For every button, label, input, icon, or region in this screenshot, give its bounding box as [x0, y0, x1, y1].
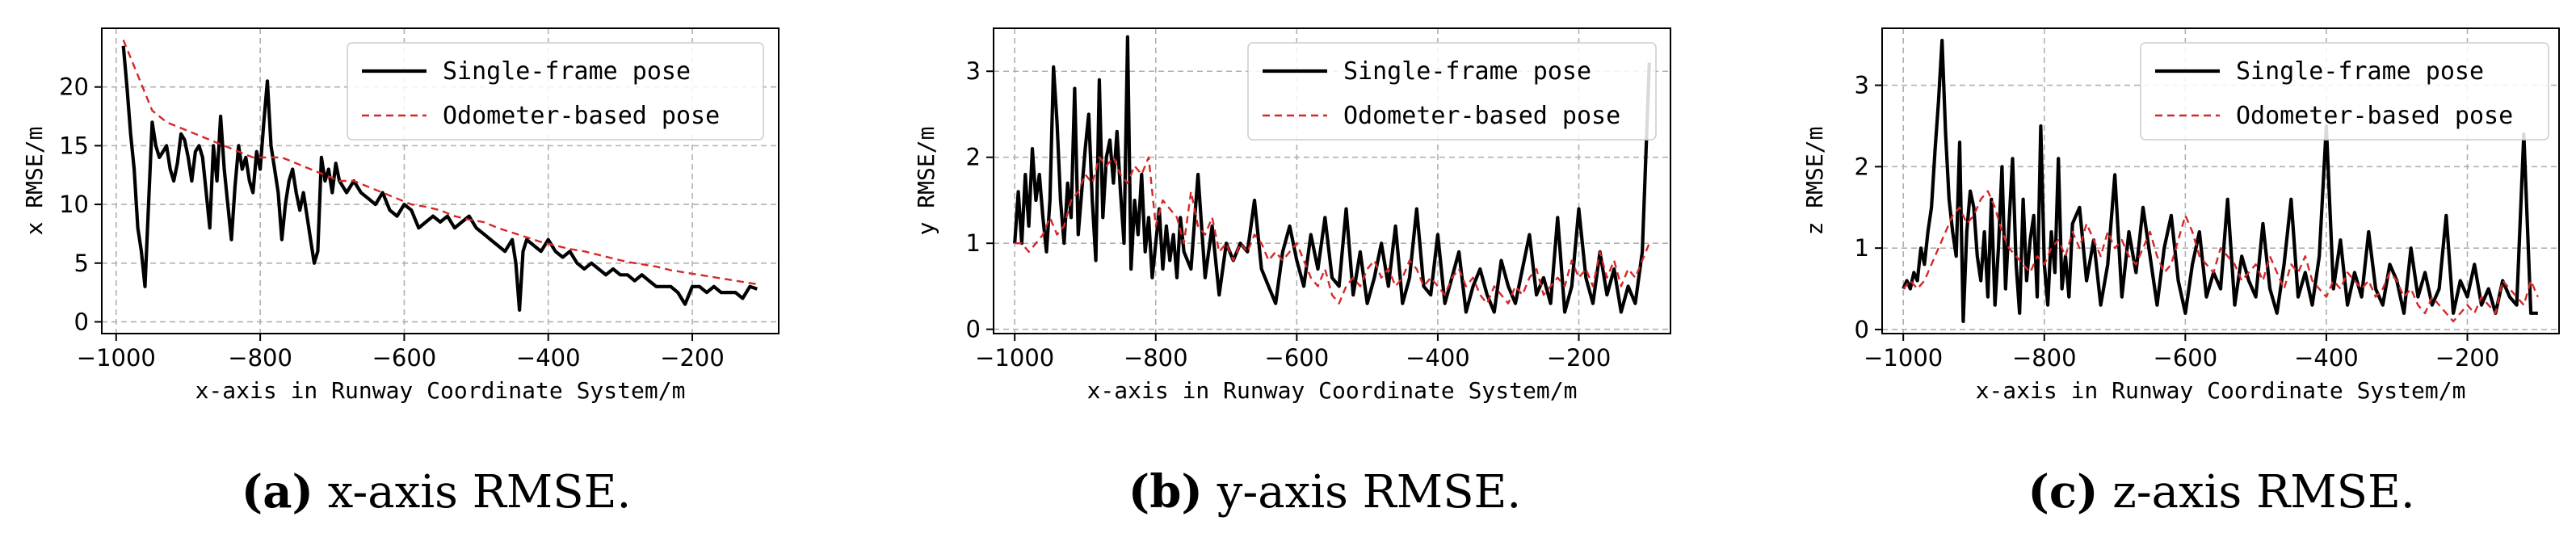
x-tick-label: −400: [1406, 344, 1470, 372]
y-tick-label: 2: [1855, 153, 1869, 180]
series-line-single-frame: [1013, 35, 1651, 314]
x-tick-label: −600: [372, 344, 437, 372]
y-tick-label: 15: [59, 132, 89, 159]
legend-box: [347, 42, 764, 141]
y-tick-label: 1: [1855, 234, 1869, 262]
caption-label: (b): [1128, 465, 1203, 519]
series-line-odometer: [1902, 190, 2539, 323]
legend-box: [2140, 42, 2549, 141]
legend-label: Single-frame pose: [2236, 57, 2484, 86]
y-tick-label: 0: [74, 308, 89, 335]
y-tick-label: 10: [59, 191, 89, 218]
x-tick-label: −800: [2012, 344, 2077, 372]
plot-frame: [1881, 27, 2560, 334]
y-axis-label: y RMSE/m: [913, 127, 939, 236]
caption-label: (c): [2028, 465, 2098, 519]
x-tick-label: −800: [228, 344, 292, 372]
chart-panel-2: −1000 −800 −600 −400 −200 0 1 2 3 x-axis in Runwa…: [913, 27, 1671, 519]
panel-caption: (a) x-axis RMSE.: [242, 465, 632, 519]
y-tick-label: 0: [966, 316, 981, 343]
caption-text: z-axis RMSE.: [2098, 466, 2414, 519]
x-axis-label: x-axis in Runway Coordinate System/m: [195, 377, 686, 404]
x-tick-label: −600: [1265, 344, 1330, 372]
x-tick-label: −200: [1547, 344, 1612, 372]
x-tick-label: −1000: [975, 344, 1054, 372]
x-axis-label: x-axis in Runway Coordinate System/m: [1976, 377, 2466, 404]
y-tick-label: 5: [74, 250, 89, 277]
legend-box: [1247, 42, 1657, 141]
x-tick-label: −400: [2294, 344, 2359, 372]
series-line-single-frame: [1902, 38, 2538, 323]
legend-label: Odometer-based pose: [2236, 102, 2513, 130]
y-tick-label: 1: [966, 229, 981, 257]
chart-panel-1: −1000 −800 −600 −400 −200 0 5 10 15 20 x-axis in R…: [21, 27, 780, 519]
series-line-odometer: [1015, 156, 1650, 304]
x-tick-label: −1000: [77, 344, 156, 372]
x-tick-label: −600: [2154, 344, 2218, 372]
x-tick-label: −1000: [1864, 344, 1943, 372]
y-tick-label: 20: [59, 74, 89, 101]
caption-text: y-axis RMSE.: [1203, 466, 1521, 519]
panel-caption: (b) y-axis RMSE.: [1128, 465, 1521, 519]
x-tick-label: −400: [516, 344, 581, 372]
y-tick-label: 2: [966, 144, 981, 171]
panel-caption: (c) z-axis RMSE.: [2028, 465, 2414, 519]
caption-label: (a): [242, 465, 313, 519]
plot-frame: [993, 27, 1671, 334]
y-axis-label: z RMSE/m: [1801, 127, 1828, 236]
legend-label: Single-frame pose: [1343, 57, 1591, 86]
y-tick-label: 3: [966, 57, 981, 85]
x-axis-label: x-axis in Runway Coordinate System/m: [1087, 377, 1578, 404]
y-axis-label: x RMSE/m: [21, 127, 48, 236]
x-tick-label: −200: [660, 344, 725, 372]
plot-frame: [101, 27, 780, 334]
chart-panel-3: −1000 −800 −600 −400 −200 0 1 2 3 x-axis in Runwa…: [1801, 27, 2560, 519]
legend-label: Odometer-based pose: [443, 102, 720, 130]
y-tick-label: 0: [1855, 316, 1869, 343]
legend-label: Single-frame pose: [443, 57, 691, 86]
legend-label: Odometer-based pose: [1343, 102, 1620, 130]
caption-text: x-axis RMSE.: [313, 466, 631, 519]
series-line-odometer: [122, 40, 758, 286]
x-tick-label: −200: [2435, 344, 2500, 372]
y-tick-label: 3: [1855, 72, 1869, 99]
x-tick-label: −800: [1124, 344, 1188, 372]
